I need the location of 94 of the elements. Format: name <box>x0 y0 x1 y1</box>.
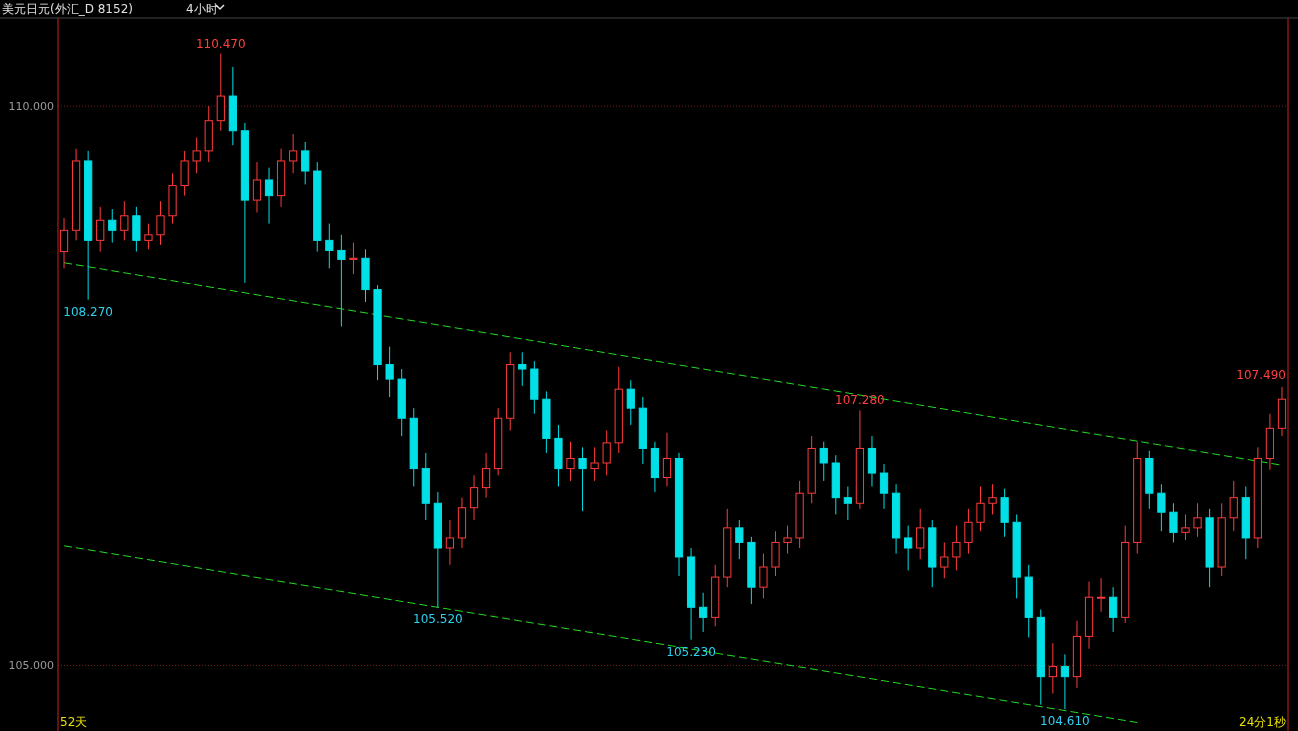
candlestick <box>337 234 346 328</box>
annotation: 104.610 <box>1040 714 1090 729</box>
candlestick <box>602 430 611 476</box>
candlestick <box>445 519 455 566</box>
candlestick <box>916 508 925 560</box>
candlestick <box>1157 483 1166 532</box>
annotation: 52天 <box>60 715 88 729</box>
annotation: 110.470 <box>195 36 246 51</box>
candlestick <box>952 525 961 571</box>
candlestick <box>518 351 527 387</box>
candlestick <box>795 480 804 549</box>
candlestick <box>325 223 334 269</box>
candlestick <box>988 483 997 515</box>
candlestick <box>879 463 889 510</box>
candlestick <box>84 150 93 301</box>
candlestick <box>542 390 551 454</box>
candlestick <box>120 200 129 241</box>
candlestick <box>192 136 201 174</box>
candlestick <box>240 122 250 284</box>
candlestick <box>662 432 672 487</box>
chart-subtitle: 4小时 <box>186 2 218 16</box>
annotation: 105.520 <box>413 612 463 627</box>
candlestick <box>1096 577 1106 613</box>
candlestick <box>674 452 684 577</box>
annotation: 107.280 <box>835 393 885 408</box>
candlestick <box>783 525 792 555</box>
candlestick <box>1072 620 1082 689</box>
candlestick <box>1084 581 1094 650</box>
candlestick <box>228 66 237 146</box>
candlestick <box>156 200 165 246</box>
candlestick <box>506 351 515 432</box>
candlestick <box>759 553 768 599</box>
annotation: 24分1秒 <box>1239 715 1286 729</box>
candlestick <box>1169 502 1178 543</box>
chart-title: 美元日元(外汇_D 8152) <box>2 2 133 16</box>
candlestick <box>686 547 696 641</box>
candlestick <box>108 208 117 244</box>
candlestick <box>409 407 418 487</box>
candlestick <box>650 441 660 493</box>
candlestick <box>289 133 298 174</box>
candlestick <box>264 167 274 225</box>
candlestick <box>614 366 623 454</box>
candlestick <box>433 491 442 608</box>
candlestick <box>216 53 225 132</box>
candlestick <box>554 424 563 487</box>
candlestick <box>807 435 816 504</box>
candlestick <box>421 452 430 521</box>
candlestick <box>397 368 406 437</box>
candlestick <box>626 379 635 426</box>
candlestick <box>349 242 358 275</box>
candlestick <box>204 105 213 163</box>
candlestick <box>1277 386 1287 437</box>
candlestick <box>481 452 491 499</box>
candlestick <box>96 206 105 253</box>
candlestick <box>1229 480 1238 532</box>
candlestick <box>1133 441 1142 555</box>
candlestick <box>699 592 708 633</box>
candlestick <box>578 446 587 512</box>
candlestick <box>252 161 262 213</box>
candlestick <box>494 407 503 476</box>
candlestick <box>590 446 599 482</box>
candlestick <box>638 396 647 465</box>
annotation: 108.270 <box>63 304 113 319</box>
annotation: 105.230 <box>666 644 716 659</box>
candlestick <box>723 508 732 588</box>
candlestick <box>855 409 865 510</box>
candlestick <box>361 248 370 303</box>
candlestick <box>1253 446 1262 549</box>
y-tick-label: 105.000 <box>8 659 54 673</box>
y-tick-label: 110.000 <box>8 99 54 113</box>
candlestick <box>940 541 949 579</box>
candlestick <box>891 483 901 555</box>
candlestick <box>180 150 189 197</box>
candlestick <box>1024 564 1033 639</box>
candlestick <box>71 148 81 241</box>
candlestick <box>1265 413 1275 471</box>
candlestick <box>964 508 973 555</box>
candlestick <box>1048 642 1057 694</box>
candlestick <box>566 441 575 482</box>
candlestick <box>904 525 913 571</box>
candlestick <box>1109 586 1118 633</box>
candlestick <box>1241 485 1250 560</box>
candlestick <box>59 217 69 269</box>
candlestick <box>469 474 479 521</box>
candlestick <box>457 497 467 549</box>
annotation: 107.490 <box>1236 367 1286 382</box>
candlestick <box>373 284 382 381</box>
candlestick <box>168 172 177 225</box>
candlestick <box>276 148 286 208</box>
candlestick <box>1012 513 1021 599</box>
candlestick <box>843 485 852 521</box>
candlestick <box>385 346 394 398</box>
candlestick <box>867 435 877 487</box>
candlestick <box>1060 653 1070 710</box>
